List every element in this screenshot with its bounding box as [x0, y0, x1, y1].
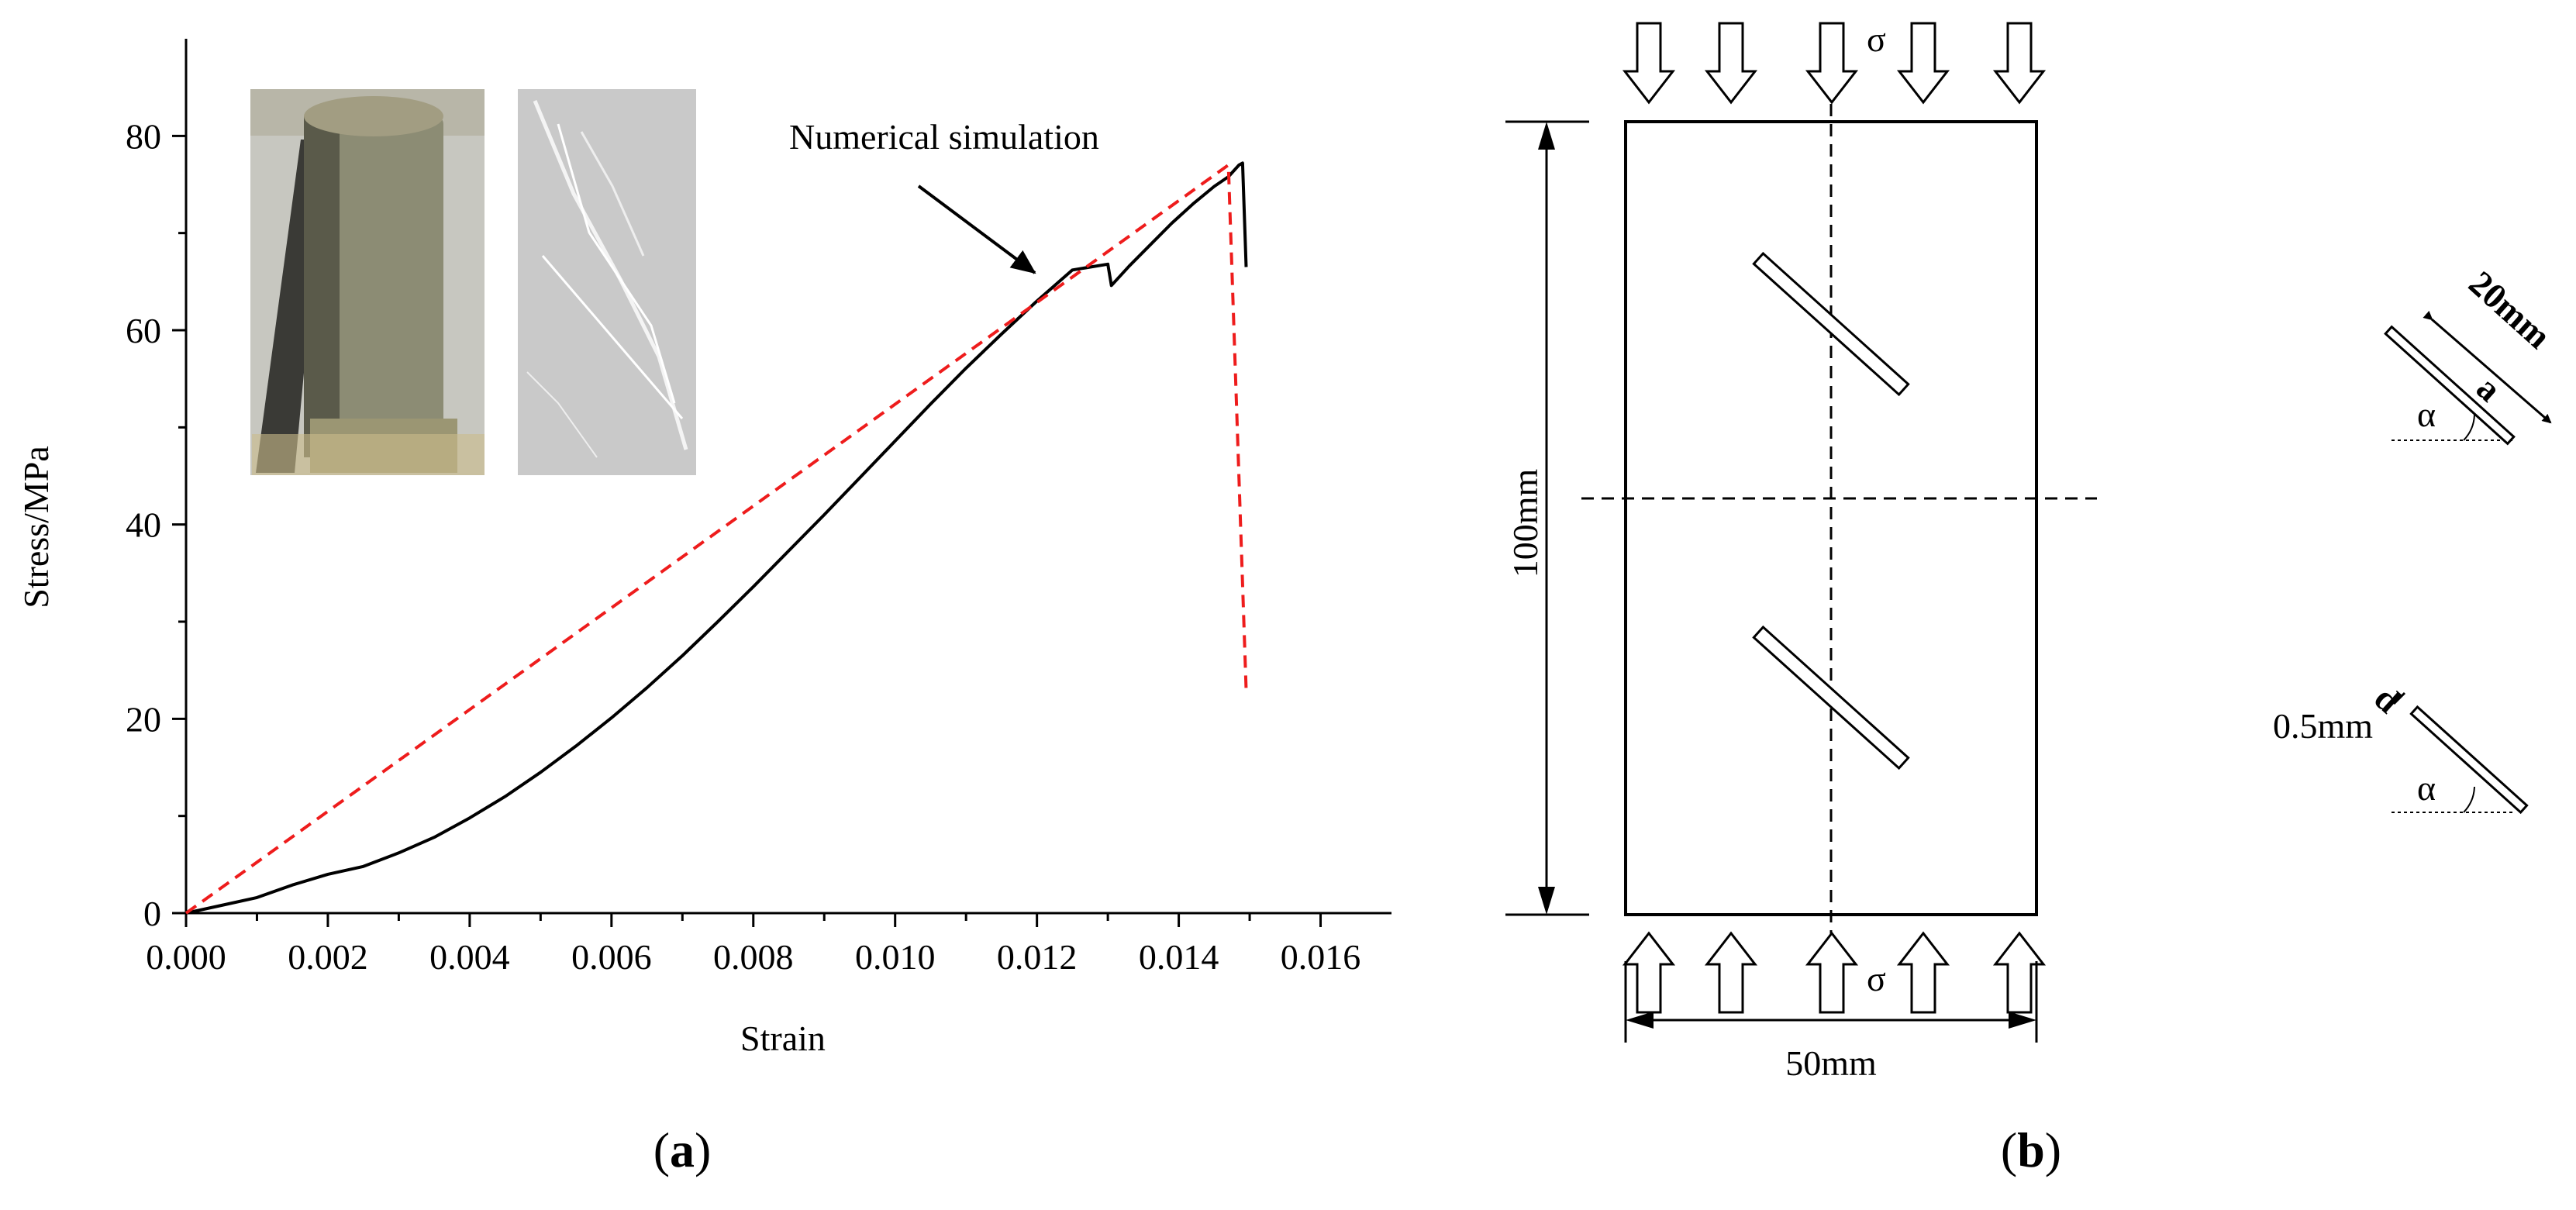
- detail-d-label: d: [2367, 678, 2408, 721]
- flaw-upper: [1752, 251, 1910, 397]
- x-tick-label: 0.002: [288, 937, 368, 977]
- crack-pattern-image: [518, 89, 696, 475]
- x-tick-label: 0.006: [571, 937, 652, 977]
- detail-length-label: 20mm: [2461, 264, 2558, 357]
- panel-b-diagram: σ σ 100mm 50mm: [1505, 19, 2559, 1177]
- width-label: 50mm: [1785, 1043, 1877, 1083]
- detail-a-dimension: [2423, 310, 2552, 424]
- height-label: 100mm: [1505, 469, 1545, 578]
- x-tick-label: 0.016: [1281, 937, 1361, 977]
- detail-angle-arc-2: [2463, 786, 2475, 813]
- detail-crack-length: 20mm a α: [2384, 264, 2559, 446]
- y-tick-label: 0: [143, 894, 161, 933]
- y-tick-label: 20: [126, 699, 161, 739]
- x-axis-label: Strain: [740, 1019, 826, 1058]
- load-arrow-top-3: [1805, 22, 1859, 105]
- load-arrow-top-2: [1704, 22, 1758, 105]
- top-load-arrows: [1622, 22, 2047, 105]
- y-ticks: 0 20 40 60 80: [126, 116, 186, 933]
- load-arrow-bottom-2: [1704, 931, 1758, 1014]
- width-arrow-left: [1626, 1012, 1654, 1029]
- load-arrow-bottom-3: [1805, 931, 1859, 1014]
- plot-frame: [184, 39, 1391, 915]
- y-tick-label: 40: [126, 505, 161, 545]
- x-tick-label: 0.004: [429, 937, 510, 977]
- x-tick-label: 0.000: [146, 937, 226, 977]
- detail-alpha-label-2: α: [2417, 768, 2436, 808]
- sigma-top: σ: [1867, 19, 1886, 59]
- x-tick-label: 0.012: [997, 937, 1078, 977]
- y-axis-label: Stress/MPa: [16, 446, 56, 608]
- annotation-numerical-simulation: Numerical simulation: [789, 117, 1099, 157]
- annotation-arrow: [917, 184, 1036, 274]
- detail-angle-arc-1: [2463, 414, 2475, 441]
- load-arrow-top-1: [1622, 22, 1676, 105]
- x-ticks: 0.000 0.002 0.004 0.006 0.008 0.010 0.012 0.014…: [146, 913, 1360, 977]
- load-arrow-top-5: [1992, 22, 2047, 105]
- series-experiment-line: [185, 161, 1248, 915]
- bottom-load-arrows: [1622, 931, 2047, 1014]
- detail-thickness: d 0.5mm α: [2273, 678, 2529, 815]
- y-tick-label: 80: [126, 116, 161, 156]
- flaw-lower: [1752, 625, 1910, 770]
- sigma-bottom: σ: [1867, 959, 1886, 998]
- specimen-photo: [250, 89, 485, 475]
- series-numerical-simulation-line: [184, 162, 1248, 915]
- height-arrow-top: [1538, 122, 1555, 150]
- width-arrow-right: [2009, 1012, 2036, 1029]
- height-arrow-bottom: [1538, 887, 1555, 915]
- detail-alpha-label-1: α: [2417, 395, 2436, 434]
- panel-a-chart: 0.000 0.002 0.004 0.006 0.008 0.010 0.012 0.014…: [16, 39, 1391, 1177]
- x-tick-label: 0.014: [1139, 937, 1219, 977]
- x-tick-label: 0.008: [713, 937, 794, 977]
- load-arrow-bottom-4: [1896, 931, 1950, 1014]
- load-arrow-bottom-1: [1622, 931, 1676, 1014]
- load-arrow-bottom-5: [1992, 931, 2047, 1014]
- y-tick-label: 60: [126, 311, 161, 350]
- load-arrow-top-4: [1896, 22, 1950, 105]
- detail-thickness-label: 0.5mm: [2273, 706, 2373, 746]
- x-tick-label: 0.010: [855, 937, 936, 977]
- caption-b: (b): [2001, 1122, 2061, 1177]
- caption-a: (a): [653, 1122, 712, 1177]
